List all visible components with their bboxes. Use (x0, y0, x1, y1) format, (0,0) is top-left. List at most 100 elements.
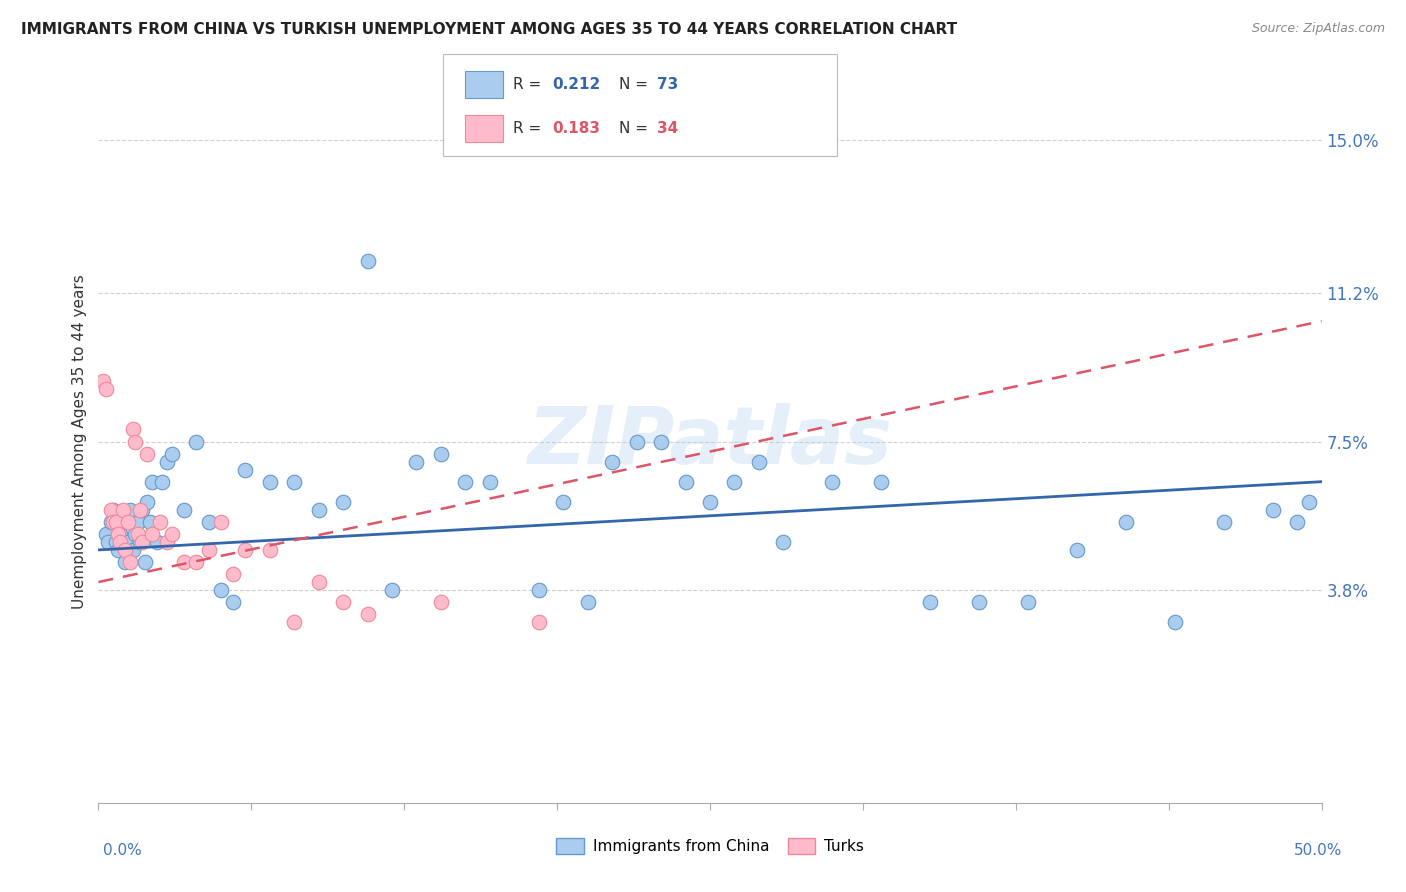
Turks (131, 535, 153, 549)
Immigrants from China (283, 475, 305, 489)
Legend: Immigrants from China, Turks: Immigrants from China, Turks (550, 832, 870, 860)
Turks (156, 535, 179, 549)
Immigrants from China (129, 535, 152, 549)
Immigrants from China (233, 462, 256, 476)
Turks (356, 607, 378, 622)
Immigrants from China (111, 515, 134, 529)
Immigrants from China (748, 455, 770, 469)
Immigrants from China (478, 475, 501, 489)
Text: IMMIGRANTS FROM CHINA VS TURKISH UNEMPLOYMENT AMONG AGES 35 TO 44 YEARS CORRELAT: IMMIGRANTS FROM CHINA VS TURKISH UNEMPLO… (21, 22, 957, 37)
Immigrants from China (405, 455, 427, 469)
Immigrants from China (430, 446, 453, 460)
Turks (186, 555, 208, 569)
Immigrants from China (772, 535, 794, 549)
Immigrants from China (209, 583, 232, 598)
Immigrants from China (920, 595, 942, 609)
Immigrants from China (699, 494, 721, 508)
Immigrants from China (821, 475, 844, 489)
Immigrants from China (101, 503, 124, 517)
Immigrants from China (124, 526, 146, 541)
Text: 0.212: 0.212 (553, 77, 600, 92)
Immigrants from China (104, 535, 127, 549)
Immigrants from China (222, 595, 245, 609)
Turks (283, 615, 305, 630)
Turks (222, 567, 245, 582)
Immigrants from China (100, 515, 122, 529)
Immigrants from China (1212, 515, 1234, 529)
Immigrants from China (121, 542, 143, 557)
Immigrants from China (259, 475, 281, 489)
Turks (160, 526, 183, 541)
Immigrants from China (1261, 503, 1284, 517)
Turks (94, 382, 117, 396)
Immigrants from China (967, 595, 990, 609)
Turks (104, 515, 127, 529)
Text: N =: N = (619, 77, 652, 92)
Turks (173, 555, 195, 569)
Turks (308, 575, 330, 590)
Immigrants from China (454, 475, 477, 489)
Immigrants from China (1066, 542, 1088, 557)
Immigrants from China (197, 515, 219, 529)
Immigrants from China (97, 535, 120, 549)
Turks (233, 542, 256, 557)
Immigrants from China (723, 475, 745, 489)
Turks (91, 375, 114, 389)
Turks (127, 526, 149, 541)
Immigrants from China (107, 542, 129, 557)
Turks (430, 595, 453, 609)
Turks (197, 542, 219, 557)
Turks (129, 503, 152, 517)
Immigrants from China (117, 535, 139, 549)
Turks (100, 503, 122, 517)
Immigrants from China (150, 475, 173, 489)
Immigrants from China (1115, 515, 1137, 529)
Turks (332, 595, 354, 609)
Text: Source: ZipAtlas.com: Source: ZipAtlas.com (1251, 22, 1385, 36)
Immigrants from China (127, 515, 149, 529)
Turks (136, 446, 159, 460)
Immigrants from China (1017, 595, 1039, 609)
Turks (110, 535, 132, 549)
Turks (124, 434, 146, 449)
Immigrants from China (308, 503, 330, 517)
Immigrants from China (870, 475, 893, 489)
Text: 73: 73 (657, 77, 678, 92)
Turks (114, 542, 136, 557)
Y-axis label: Unemployment Among Ages 35 to 44 years: Unemployment Among Ages 35 to 44 years (72, 274, 87, 609)
Turks (117, 515, 139, 529)
Turks (259, 542, 281, 557)
Immigrants from China (381, 583, 404, 598)
Immigrants from China (156, 455, 179, 469)
Immigrants from China (110, 526, 132, 541)
Immigrants from China (1164, 615, 1187, 630)
Turks (141, 526, 163, 541)
Immigrants from China (186, 434, 208, 449)
Immigrants from China (332, 494, 354, 508)
Immigrants from China (136, 494, 159, 508)
Text: N =: N = (619, 120, 652, 136)
Immigrants from China (120, 503, 142, 517)
Text: 0.183: 0.183 (553, 120, 600, 136)
Immigrants from China (675, 475, 697, 489)
Immigrants from China (160, 446, 183, 460)
Immigrants from China (527, 583, 550, 598)
Immigrants from China (600, 455, 623, 469)
Immigrants from China (114, 555, 136, 569)
Turks (101, 515, 124, 529)
Immigrants from China (131, 503, 153, 517)
Turks (121, 423, 143, 437)
Immigrants from China (576, 595, 599, 609)
Immigrants from China (1286, 515, 1309, 529)
Text: R =: R = (513, 77, 547, 92)
Immigrants from China (626, 434, 648, 449)
Immigrants from China (356, 254, 378, 268)
Immigrants from China (146, 535, 169, 549)
Text: 34: 34 (657, 120, 678, 136)
Turks (120, 555, 142, 569)
Turks (111, 503, 134, 517)
Immigrants from China (173, 503, 195, 517)
Text: R =: R = (513, 120, 547, 136)
Immigrants from China (553, 494, 575, 508)
Text: 0.0%: 0.0% (103, 843, 142, 858)
